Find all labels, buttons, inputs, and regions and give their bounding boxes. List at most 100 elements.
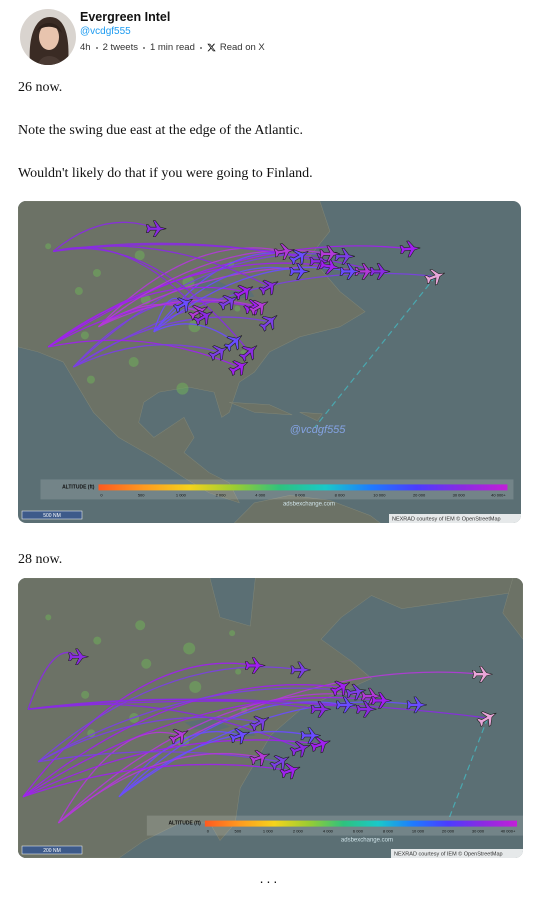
separator [95,46,98,49]
flight-map[interactable]: @vcdgf555 ALTITUDE (ft) 0 500 1 000 2 000 4 00… [18,201,521,523]
aircraft [68,648,89,666]
flight-track [53,246,205,318]
aircraft [168,728,189,745]
read-on-x-label: Read on X [219,42,265,53]
aircraft [243,299,264,316]
radar-echo [141,658,152,669]
legend-label: 8 000 [335,492,346,497]
aircraft [208,345,229,361]
meta-read: 1 min read [149,42,195,53]
avatar[interactable] [20,9,76,65]
legend-label: 500 [235,829,242,834]
flight-track [53,244,381,273]
credit: NEXRAD courtesy of IEM © OpenStreetMap [394,851,503,858]
aircraft [424,268,446,286]
aircraft [371,692,392,709]
radar-echo [134,250,145,261]
aircraft [472,665,493,683]
radar-echo [93,636,102,645]
flight-track [73,344,220,368]
land [299,412,323,422]
credit: NEXRAD courtesy of IEM © OpenStreetMap [392,516,501,523]
author-handle[interactable]: @vcdgf555 [80,26,131,37]
aircraft [369,263,391,280]
radar-echo [176,382,189,395]
flight-track [118,731,241,798]
aircraft [249,749,270,767]
legend-label: 0 [207,829,210,834]
meta-line: 4h 2 tweets 1 min read Read on X [80,42,265,53]
legend-label: 6 000 [353,829,364,834]
legend-label: 2 000 [216,492,227,497]
radar-echo [135,620,146,631]
aircraft [172,297,193,314]
flight-track [22,662,256,798]
aircraft [258,315,278,332]
meta-time: 4h [80,42,91,53]
aircraft [406,696,428,714]
aircraft [192,309,213,326]
scale-label: 200 NM [43,848,61,854]
altitude-bar [98,484,508,491]
flight-track [98,249,330,328]
meta-count: 2 tweets [102,42,138,53]
aircraft [335,696,357,714]
legend-label: 0 [100,492,103,497]
aircraft [248,299,269,316]
watermark: @vcdgf555 [290,424,347,436]
radar-echo [235,668,242,675]
legend-title: ALTITUDE (ft) [168,821,201,827]
aircraft [309,253,330,270]
aircraft [288,249,309,266]
scale-box [21,845,83,855]
aircraft [273,243,295,261]
flight-track [153,323,235,343]
flight-track [48,339,240,368]
author-name[interactable]: Evergreen Intel [80,10,171,24]
flight-track [27,651,80,710]
legend-label: 1 000 [176,492,187,497]
flight-track [118,701,347,798]
aircraft [228,360,249,376]
aircraft [334,248,356,265]
aircraft [290,661,311,679]
aircraft [238,345,258,362]
legend-label: 30 000 [453,492,466,497]
radar-echo [229,630,236,637]
dashed-track [446,717,489,824]
read-on-x[interactable]: Read on X [207,42,265,53]
flight-track [22,684,342,798]
land [18,578,523,858]
legend-label: 20 000 [442,829,455,834]
aircraft [233,284,254,301]
radar-echo [45,243,52,250]
lake [184,718,231,732]
legend-label: 40 000+ [491,492,506,497]
radar-echo [183,642,196,655]
aircraft [319,245,340,263]
flight-track [37,716,261,763]
flight-track [22,696,382,798]
flight-track [72,316,270,368]
flight-map[interactable]: ALTITUDE (ft) 0 500 1 000 2 000 4 000 6 000 8 0… [18,578,523,858]
legend-label: 6 000 [295,492,306,497]
flight-track [37,666,301,763]
radar-echo [86,375,95,384]
legend-label: 2 000 [293,829,304,834]
thread-end: ... [259,870,281,886]
altitude-bar [204,820,517,827]
dashed-track [314,276,436,428]
legend-label: 10 000 [373,492,386,497]
tweet-text: 26 now. [18,80,63,95]
radar-echo [189,680,202,693]
aircraft [258,279,279,296]
credit-box [391,849,523,858]
radar-echo [74,287,83,296]
legend-label: 40 000+ [501,829,516,834]
tweet-text: 28 now. [18,552,63,567]
legend-label: 500 [138,492,145,497]
aircraft [310,700,332,718]
site-name: adsbexchange.com [283,501,335,507]
separator [199,46,202,49]
